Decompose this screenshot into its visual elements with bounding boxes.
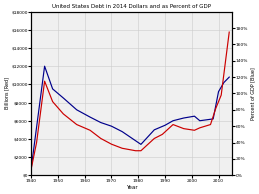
- Y-axis label: Percent of GDP [Blue]: Percent of GDP [Blue]: [250, 67, 255, 120]
- X-axis label: Year: Year: [126, 185, 137, 190]
- Y-axis label: Billions [Red]: Billions [Red]: [4, 77, 9, 109]
- Title: United States Debt in 2014 Dollars and as Percent of GDP: United States Debt in 2014 Dollars and a…: [52, 4, 211, 9]
